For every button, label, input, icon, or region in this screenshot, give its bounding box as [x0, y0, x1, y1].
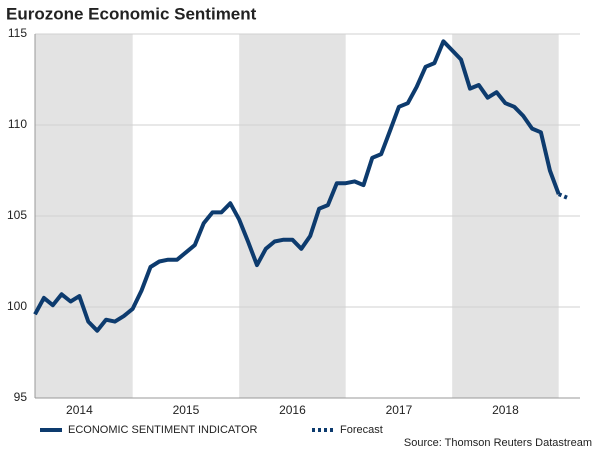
x-tick-label: 2016 — [279, 403, 306, 417]
y-tick-label: 115 — [8, 26, 27, 40]
x-tick-label: 2014 — [66, 403, 93, 417]
source-note: Source: Thomson Reuters Datastream — [404, 437, 592, 449]
y-tick-label: 100 — [7, 299, 27, 313]
y-tick-label: 110 — [8, 117, 27, 131]
y-tick-label: 105 — [7, 208, 27, 222]
series-line — [33, 39, 561, 333]
chart-title: Eurozone Economic Sentiment — [6, 4, 257, 23]
x-tick-label: 2018 — [492, 403, 519, 417]
series-line — [557, 192, 569, 200]
x-tick-label: 2015 — [173, 403, 200, 417]
legend-label: ECONOMIC SENTIMENT INDICATOR — [68, 424, 258, 436]
legend-label: Forecast — [340, 424, 383, 436]
x-tick-label: 2017 — [386, 403, 413, 417]
y-tick-label: 95 — [14, 390, 28, 404]
